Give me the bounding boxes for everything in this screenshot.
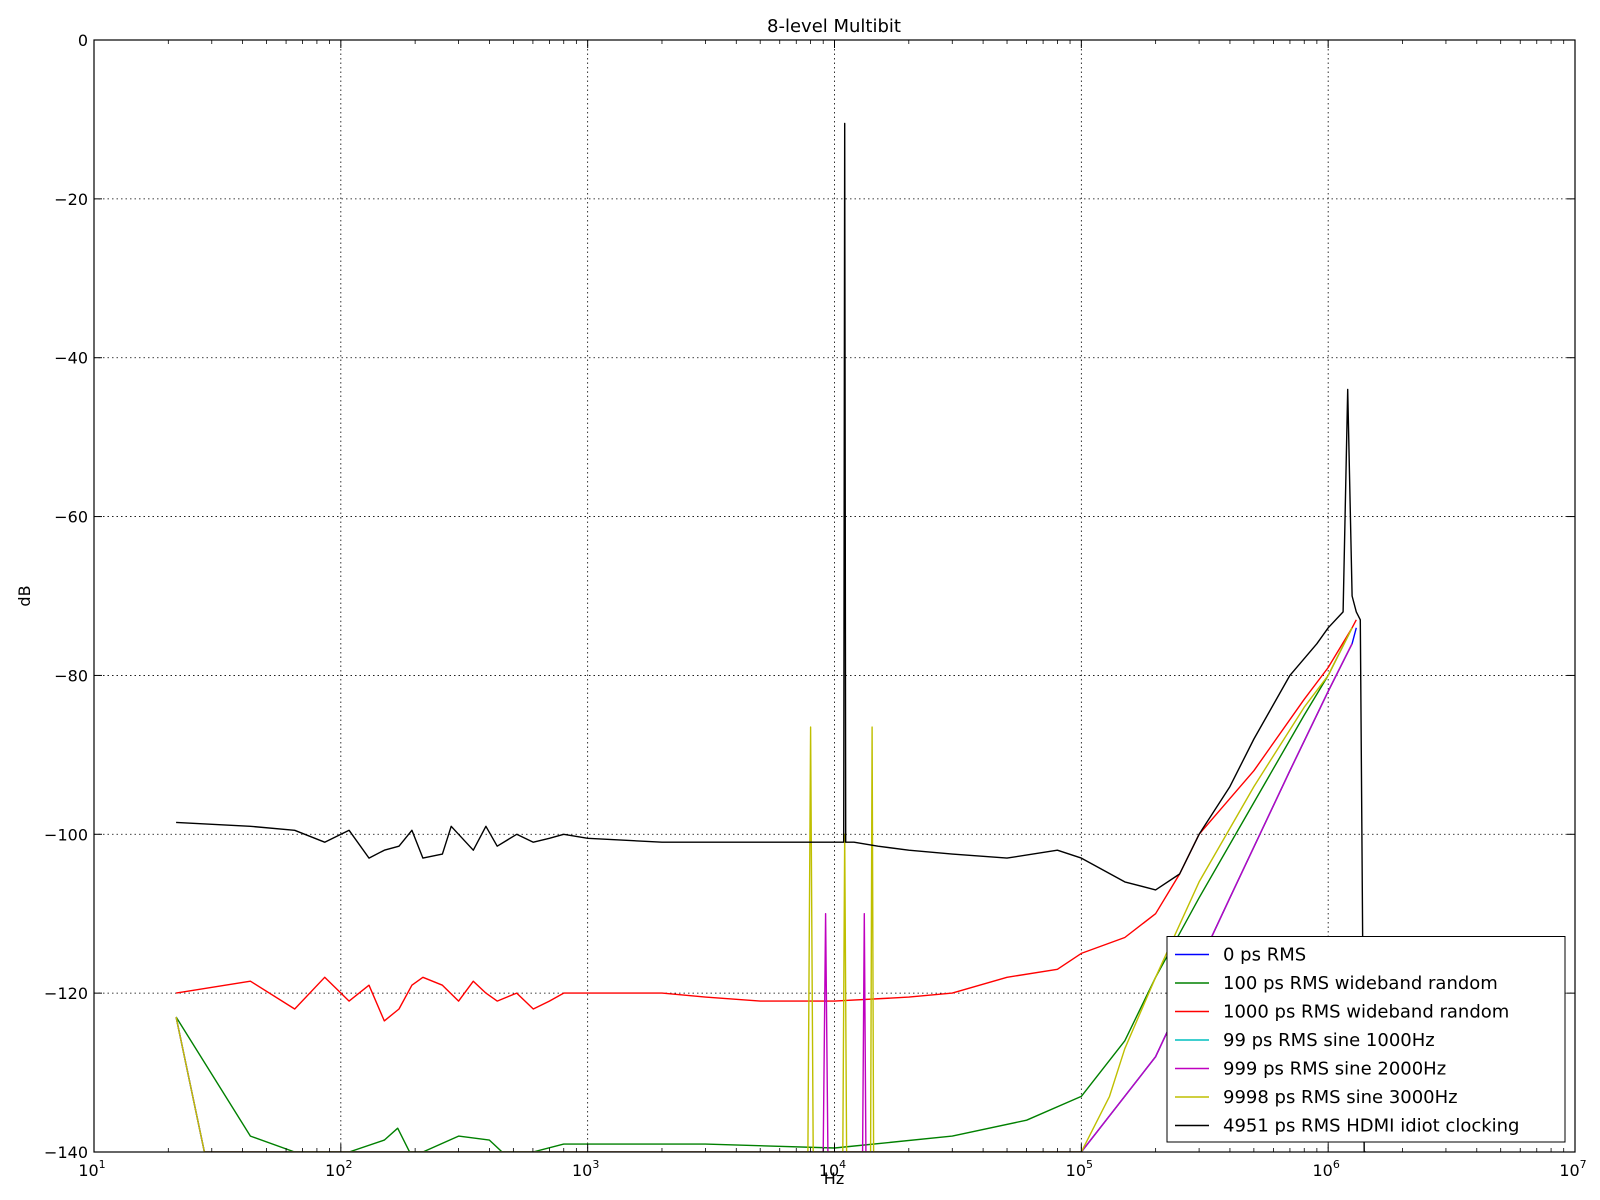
- y-tick-label: −20: [54, 190, 88, 209]
- legend-label: 999 ps RMS sine 2000Hz: [1223, 1059, 1446, 1080]
- series-line: [175, 619, 1357, 1022]
- x-tick-label: 105: [1066, 1158, 1093, 1180]
- chart-legend: 0 ps RMS 100 ps RMS wideband random 1000 p…: [1166, 936, 1566, 1143]
- series-line: [176, 122, 1366, 1152]
- legend-label: 99 ps RMS sine 1000Hz: [1223, 1030, 1435, 1051]
- legend-label: 4951 ps RMS HDMI idiot clocking: [1223, 1116, 1519, 1137]
- chart-title: 8-level Multibit: [767, 16, 901, 37]
- x-tick-label: 102: [325, 1158, 352, 1180]
- x-tick-label: 106: [1312, 1158, 1339, 1180]
- legend-label: 9998 ps RMS sine 3000Hz: [1223, 1087, 1458, 1108]
- series-line: [175, 627, 1353, 1152]
- x-tick-label: 107: [1559, 1158, 1586, 1180]
- series-line: [175, 643, 1353, 1152]
- y-tick-label: −100: [44, 825, 88, 844]
- x-tick-label: 103: [572, 1158, 599, 1180]
- y-tick-label: 0: [78, 31, 88, 50]
- x-tick-label: 104: [819, 1158, 846, 1180]
- y-tick-label: −140: [44, 1143, 88, 1162]
- x-tick-label: 101: [78, 1158, 105, 1180]
- legend-label: 0 ps RMS: [1223, 945, 1306, 966]
- y-tick-label: −80: [54, 666, 88, 685]
- series-line: [175, 627, 1353, 1152]
- legend-label: 1000 ps RMS wideband random: [1223, 1002, 1509, 1023]
- axis-ticks: 101 102 103 104 105 106 107 0 −20 −40 −60 −80 −100 −1…: [44, 31, 1587, 1180]
- y-axis-label: dB: [15, 585, 34, 606]
- y-tick-label: −60: [54, 508, 88, 527]
- legend-box: [1166, 936, 1566, 1143]
- y-tick-label: −120: [44, 984, 88, 1003]
- y-tick-label: −40: [54, 349, 88, 368]
- x-axis-label: Hz: [824, 1169, 844, 1188]
- legend-label: 100 ps RMS wideband random: [1223, 973, 1498, 994]
